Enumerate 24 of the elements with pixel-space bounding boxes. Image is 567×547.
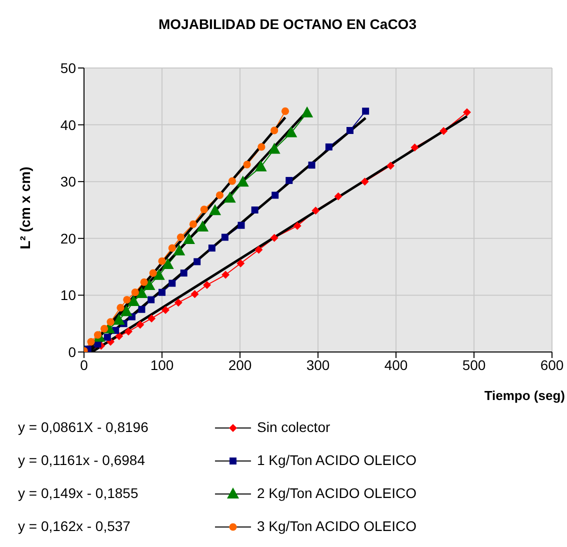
legend-label: 1 Kg/Ton ACIDO OLEICO: [257, 452, 417, 469]
legend-label: Sin colector: [257, 419, 330, 436]
x-tick-label: 200: [228, 356, 252, 373]
x-tick-label: 0: [80, 356, 88, 373]
y-tick-label: 10: [60, 287, 76, 304]
x-tick-label: 300: [306, 356, 330, 373]
y-tick-label: 40: [60, 116, 76, 133]
text: y = 0,149x - 0,1855: [18, 485, 138, 502]
x-tick-label: 600: [540, 356, 564, 373]
x-tick-label: 100: [150, 356, 174, 373]
chart-title: MOJABILIDAD DE OCTANO EN CaCO3: [158, 16, 418, 32]
x-tick-label: 500: [462, 356, 486, 373]
y-tick-label: 20: [60, 230, 76, 246]
x-axis-title: Tiempo (seg): [484, 388, 565, 403]
y-tick-label: 50: [60, 60, 76, 76]
y-axis-title: L² (cm x cm): [17, 166, 33, 250]
y-tick-label: 0: [68, 344, 76, 360]
text: y = 0,162x - 0,537: [18, 518, 130, 535]
text: y = 0,0861X - 0,8196: [18, 419, 148, 436]
y-tick-label: 30: [60, 174, 76, 190]
x-tick-label: 400: [384, 356, 408, 373]
legend-label: 3 Kg/Ton ACIDO OLEICO: [257, 518, 417, 535]
text: y = 0,1161x - 0,6984: [18, 452, 145, 469]
legend-label: 2 Kg/Ton ACIDO OLEICO: [257, 485, 417, 502]
